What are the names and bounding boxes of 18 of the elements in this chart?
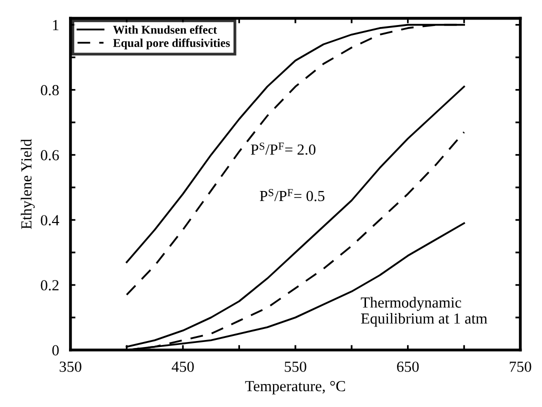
y-tick-label: 0.4 bbox=[40, 215, 60, 226]
annotation: Thermodynamic Equilibrium at 1 atm bbox=[360, 296, 488, 327]
y-tick-label: 0.6 bbox=[40, 150, 59, 160]
annotation: P$^{S}$/P$^{F}$= 2.0 bbox=[250, 142, 316, 155]
x-tick-label: 650 bbox=[397, 362, 419, 372]
y-tick-label: 0.2 bbox=[40, 280, 59, 290]
legend-label: Equal pore diffusivities bbox=[113, 38, 230, 50]
x-axis-title: Temperature, °C bbox=[245, 380, 345, 394]
y-tick-label: 0 bbox=[52, 345, 59, 356]
annotation: P$^{S}$/P$^{F}$= 0.5 bbox=[260, 189, 324, 202]
y-axis-title: Ethylene Yield bbox=[20, 139, 35, 230]
x-tick-label: 750 bbox=[510, 362, 532, 372]
legend-label: With Knudsen effect bbox=[113, 25, 217, 34]
y-tick-label: 0.8 bbox=[40, 85, 59, 96]
x-tick-label: 350 bbox=[60, 362, 82, 372]
x-tick-label: 550 bbox=[284, 362, 306, 372]
x-tick-label: 450 bbox=[172, 362, 194, 372]
y-tick-label: 1 bbox=[53, 20, 58, 30]
